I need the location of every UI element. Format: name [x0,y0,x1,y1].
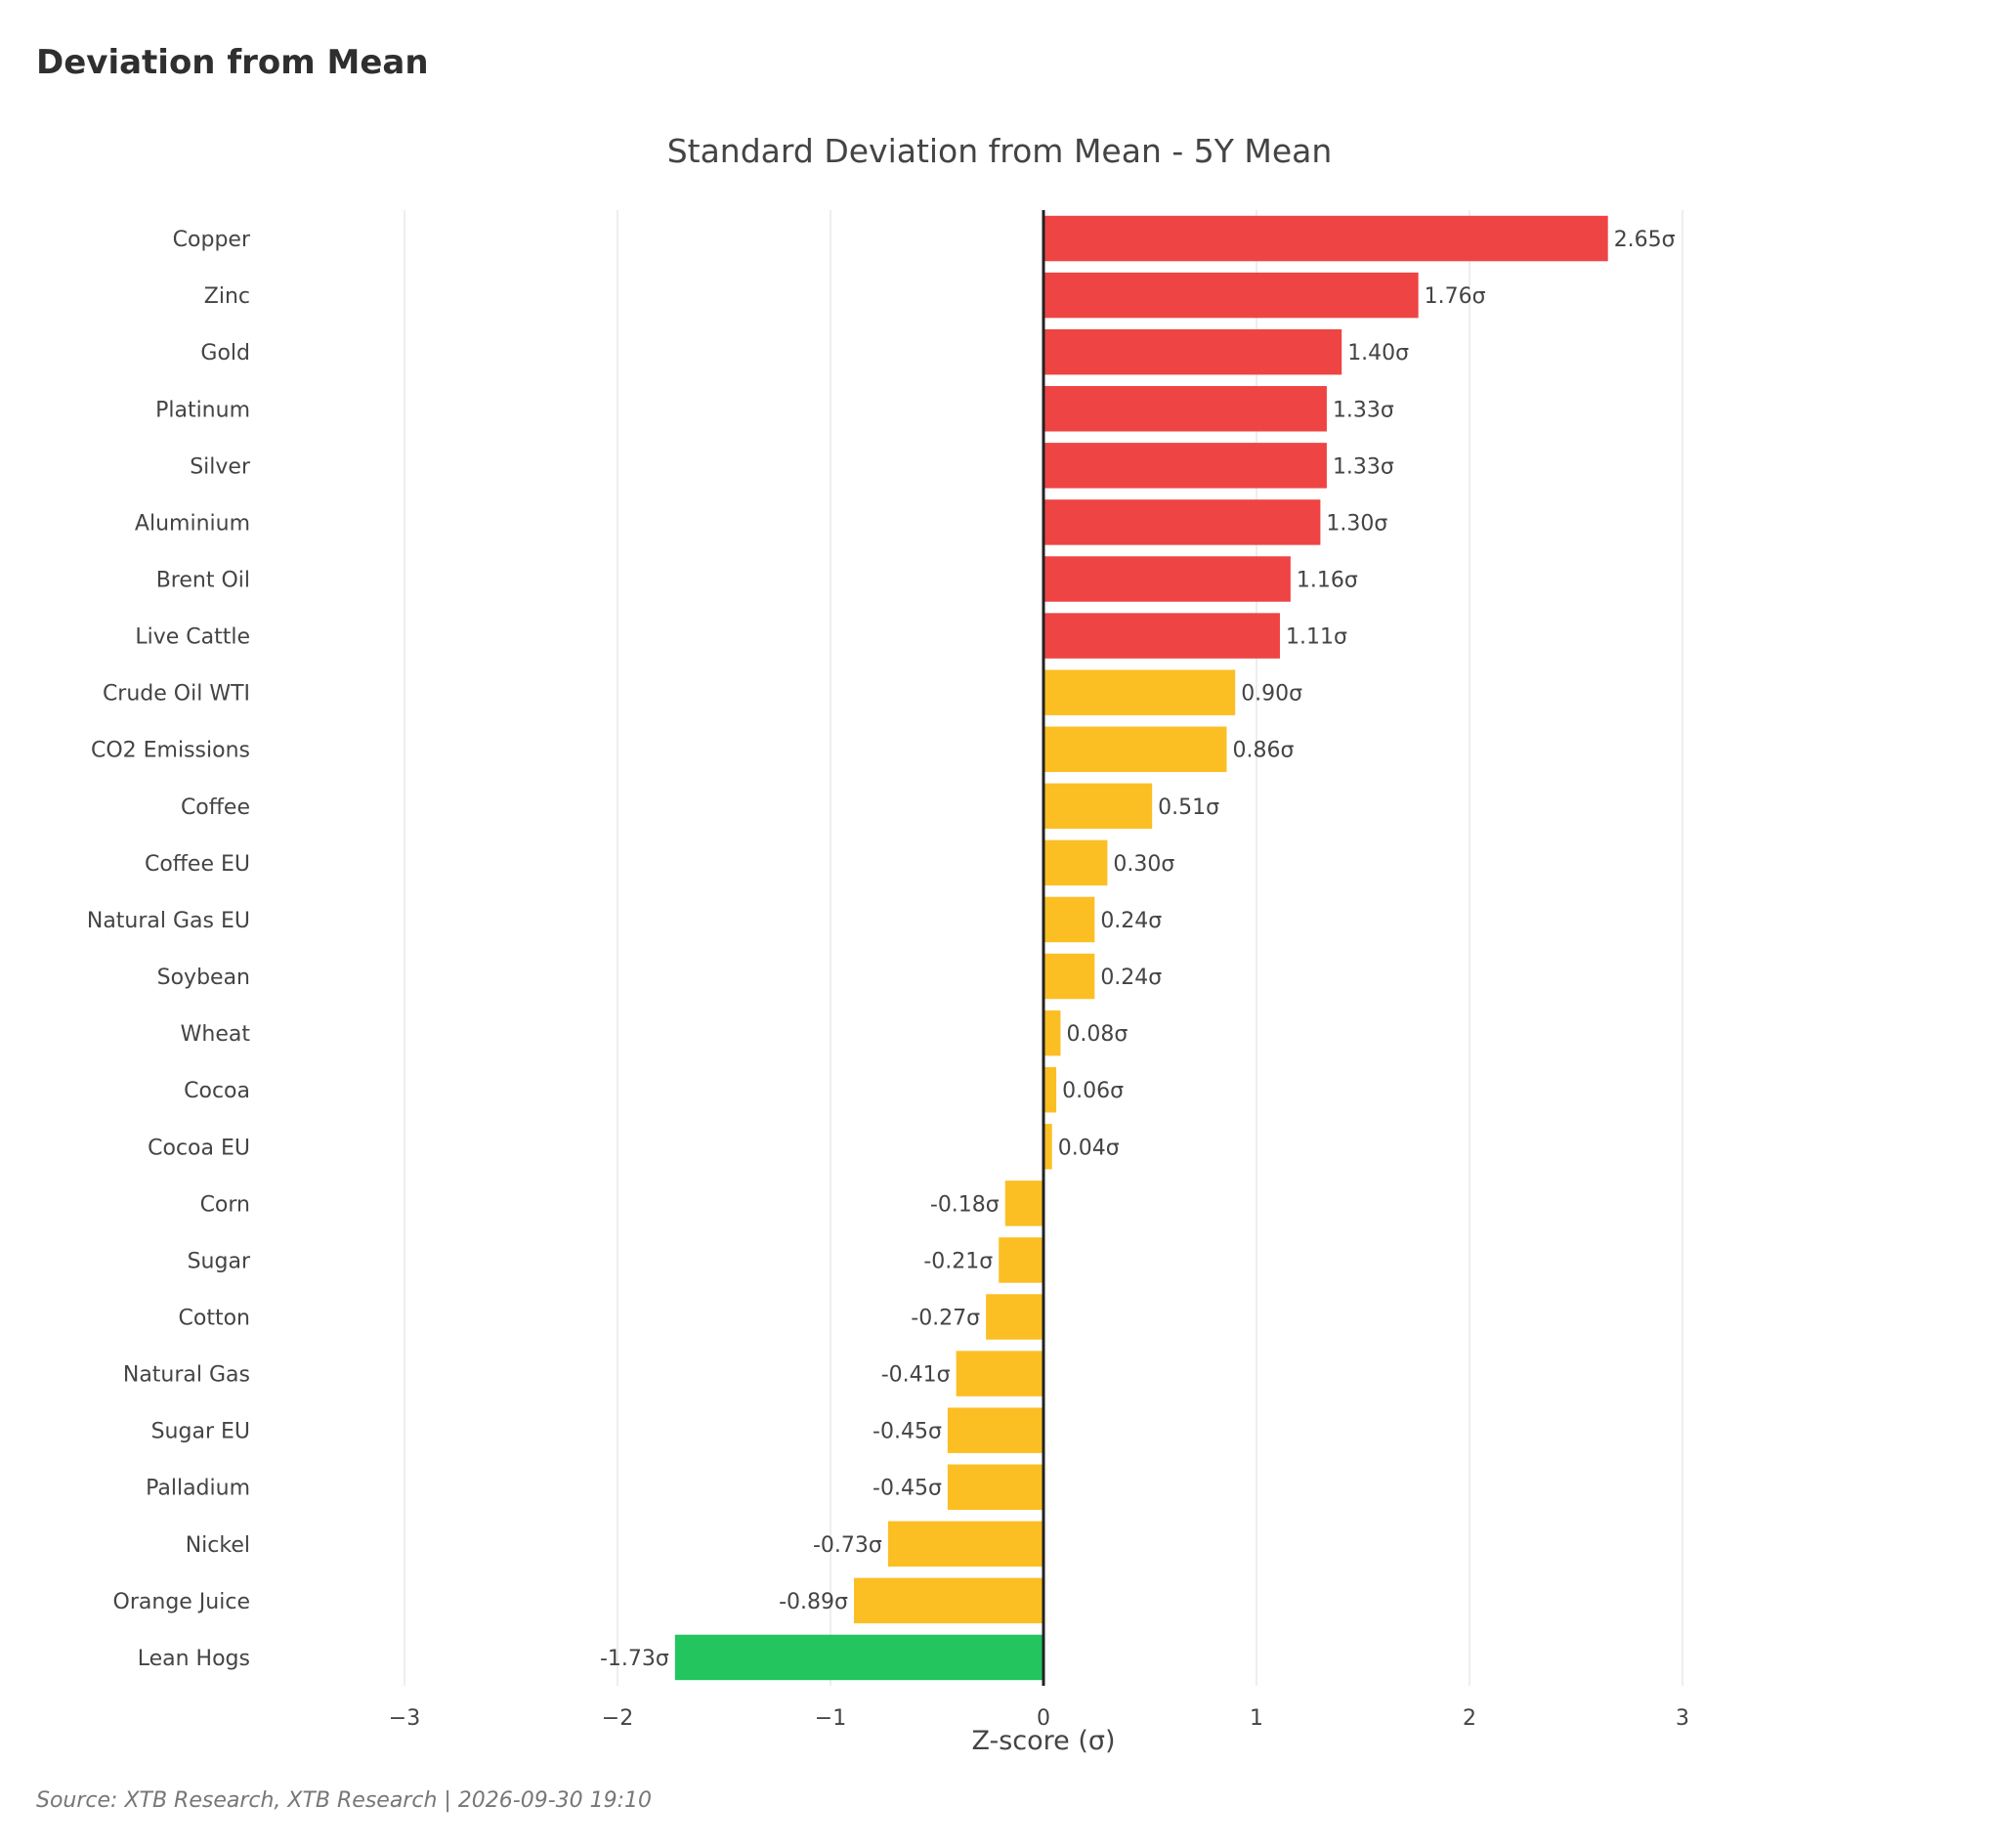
value-label: 0.51σ [1158,795,1219,820]
bar [1043,272,1419,319]
source-note: Source: XTB Research, XTB Research | 202… [36,1788,653,1813]
value-label: 1.11σ [1286,625,1347,650]
value-label: 0.24σ [1100,909,1162,933]
value-label: 1.76σ [1425,284,1486,309]
category-label: Copper [173,228,251,252]
category-label: Coffee EU [145,852,250,877]
bar [1043,783,1153,830]
category-label: Brent Oil [156,569,250,593]
category-label: Live Cattle [135,625,250,650]
bar [947,1464,1043,1510]
value-label: -0.27σ [911,1307,980,1331]
bar [1043,215,1608,262]
bar [853,1577,1043,1624]
bar [1043,669,1236,715]
bar [956,1351,1043,1397]
bar [999,1237,1043,1283]
x-tick-labels: −3 −2 −1 0 1 2 3 [389,1706,1689,1731]
value-label: -1.73σ [600,1647,669,1671]
value-label: 0.86σ [1232,739,1294,763]
bar [1043,726,1227,772]
value-label: 1.16σ [1297,569,1358,593]
category-label: CO2 Emissions [91,739,250,763]
category-label: Orange Juice [113,1590,250,1614]
x-tick-label: 3 [1676,1706,1689,1731]
category-label: Wheat [181,1022,251,1047]
x-tick-label: 0 [1037,1706,1050,1731]
value-label: -0.73σ [813,1533,882,1558]
page-heading: Deviation from Mean [36,43,429,82]
category-label: Crude Oil WTI [103,682,250,707]
category-label: Platinum [155,398,250,422]
category-label: Natural Gas [123,1363,250,1388]
bar [1043,839,1108,886]
value-label: 0.90σ [1241,682,1302,707]
bar [1043,556,1291,602]
x-axis-title: Z-score (σ) [971,1726,1115,1756]
bar [887,1521,1043,1568]
bar [1043,1124,1052,1170]
value-label: 0.24σ [1100,966,1162,990]
category-label: Natural Gas EU [87,909,250,933]
value-label: -0.21σ [923,1249,993,1273]
bar [1043,1010,1061,1056]
bar [1004,1181,1043,1226]
category-label: Nickel [186,1533,250,1558]
value-label: 0.30σ [1113,852,1174,877]
bar [1043,443,1327,489]
category-label: Palladium [146,1477,250,1501]
category-label: Zinc [204,284,250,309]
bar [674,1634,1043,1681]
category-label: Cotton [179,1307,250,1331]
x-tick-label: 2 [1463,1706,1476,1731]
value-label: -0.89σ [779,1590,848,1614]
bar [986,1294,1043,1340]
value-label: 0.04σ [1058,1136,1120,1160]
bar [1043,386,1327,432]
value-label: -0.45σ [873,1420,942,1444]
bar [1043,953,1095,1000]
deviation-bar-chart: Standard Deviation from Mean - 5Y Mean C… [87,132,1689,1756]
category-label: Cocoa EU [148,1136,250,1160]
category-labels: Copper Zinc Gold Platinum Silver Aluminium Bre… [87,228,251,1671]
value-label: -0.41σ [881,1363,951,1388]
bar [1043,499,1321,545]
bars [674,215,1608,1681]
category-label: Gold [200,341,250,365]
value-label: -0.45σ [873,1477,942,1501]
value-label: 1.30σ [1326,511,1387,536]
value-label: 1.40σ [1347,341,1409,365]
value-labels: 2.65σ 1.76σ 1.40σ 1.33σ 1.33σ 1.30σ 1.16σ 1.11σ… [600,228,1676,1671]
bar [1043,613,1280,659]
value-label: -0.18σ [930,1192,1000,1217]
x-tick-label: −2 [602,1706,633,1731]
bar [1043,896,1095,943]
value-label: 0.08σ [1066,1022,1128,1047]
bar [1043,328,1342,375]
value-label: 2.65σ [1614,228,1676,252]
category-label: Coffee [181,795,250,820]
category-label: Sugar [188,1249,251,1273]
x-tick-label: −3 [389,1706,420,1731]
value-label: 1.33σ [1333,454,1394,479]
bar [1043,1066,1057,1113]
category-label: Sugar EU [151,1420,250,1444]
category-label: Cocoa [184,1079,250,1103]
x-tick-label: −1 [815,1706,846,1731]
x-tick-label: 1 [1250,1706,1263,1731]
category-label: Silver [190,454,251,479]
bar [947,1407,1043,1453]
category-label: Aluminium [135,511,250,536]
value-label: 1.33σ [1333,398,1394,422]
value-label: 0.06σ [1062,1079,1124,1103]
chart-title: Standard Deviation from Mean - 5Y Mean [667,132,1333,170]
category-label: Corn [200,1192,250,1217]
category-label: Soybean [157,966,250,990]
category-label: Lean Hogs [138,1647,250,1671]
